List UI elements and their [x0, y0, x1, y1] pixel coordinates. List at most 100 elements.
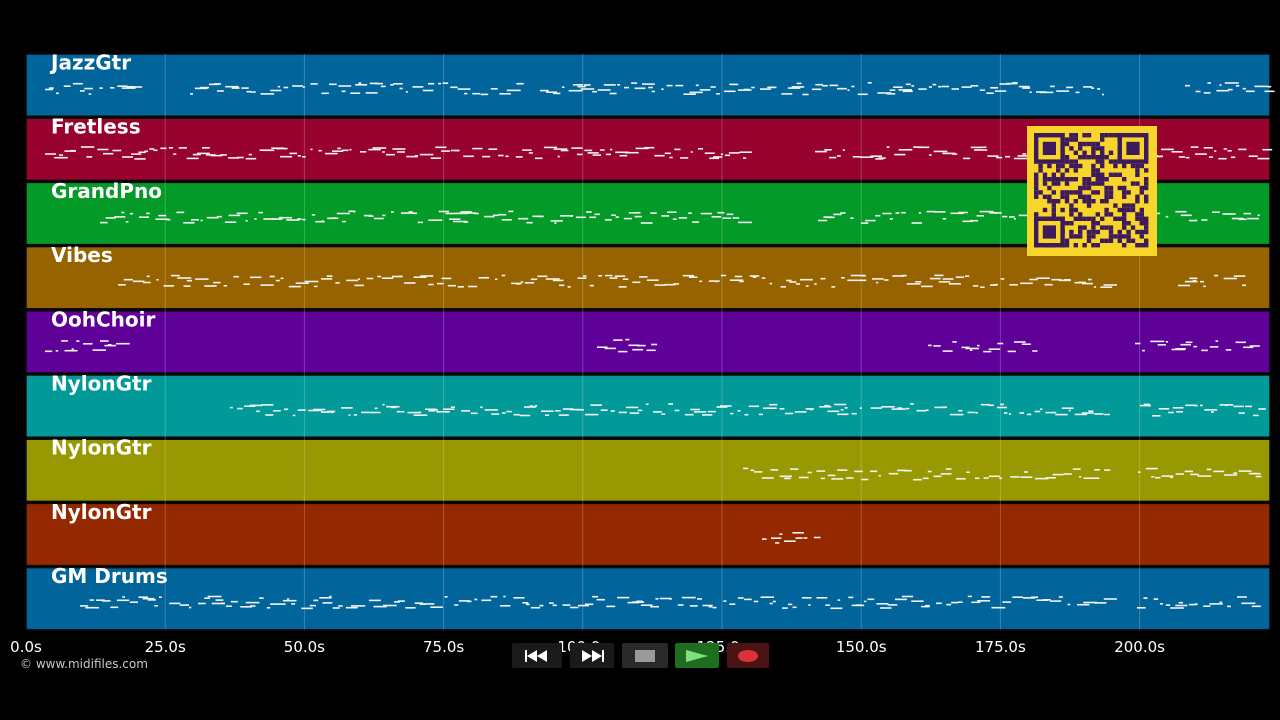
qr-module: [1100, 137, 1105, 142]
midi-note: [480, 93, 489, 96]
midi-note: [482, 155, 491, 158]
qr-module: [1078, 194, 1083, 199]
midi-note: [472, 147, 483, 150]
rewind-button[interactable]: [512, 643, 562, 668]
midi-note: [442, 82, 449, 84]
midi-note: [810, 408, 813, 411]
midi-note: [200, 219, 203, 222]
midi-note: [785, 412, 794, 415]
qr-module: [1139, 229, 1144, 235]
qr-module: [1144, 243, 1149, 248]
midi-note: [979, 89, 985, 91]
midi-note: [898, 89, 912, 91]
midi-note: [636, 600, 643, 603]
midi-note: [893, 86, 903, 88]
qr-finder-core: [1126, 141, 1140, 155]
midi-note: [432, 409, 439, 411]
midi-note: [779, 533, 783, 535]
midi-note: [571, 147, 583, 149]
play-button[interactable]: [675, 643, 719, 668]
qr-module: [1073, 190, 1078, 195]
midi-note: [453, 220, 467, 223]
midi-note: [702, 604, 713, 607]
midi-note: [313, 408, 326, 411]
qr-module: [1073, 163, 1078, 169]
midi-note: [341, 407, 353, 409]
qr-module: [1069, 221, 1074, 226]
stop-button[interactable]: [622, 643, 668, 668]
midi-note: [689, 605, 698, 607]
track-lane: [25, 502, 1271, 567]
midi-note: [801, 597, 812, 599]
midi-note: [713, 156, 723, 158]
midi-note: [646, 279, 659, 281]
qr-module: [1135, 229, 1140, 235]
midi-note: [951, 88, 959, 90]
midi-note: [688, 212, 692, 214]
record-button[interactable]: [727, 643, 769, 668]
midi-note: [637, 344, 646, 347]
midi-note: [970, 349, 973, 351]
midi-note: [689, 276, 698, 278]
midi-note: [360, 605, 366, 607]
qr-module: [1108, 172, 1114, 177]
midi-note: [624, 151, 639, 154]
midi-note: [1093, 602, 1107, 604]
midi-note: [1257, 157, 1270, 160]
midi-note: [100, 340, 109, 342]
midi-note: [681, 596, 696, 599]
midi-note: [355, 84, 368, 86]
midi-note: [732, 217, 740, 219]
midi-note: [220, 154, 227, 156]
midi-note: [1206, 468, 1212, 471]
midi-note: [840, 409, 844, 411]
fast-forward-button[interactable]: [570, 643, 614, 668]
midi-note: [618, 286, 627, 288]
midi-note: [1185, 404, 1196, 407]
midi-note: [824, 149, 832, 151]
midi-note: [365, 92, 378, 94]
midi-note: [949, 413, 964, 416]
qr-module: [1113, 163, 1118, 169]
qr-module: [1144, 225, 1149, 230]
qr-module: [1135, 163, 1140, 169]
midi-note: [292, 285, 301, 288]
midi-note: [831, 478, 844, 480]
midi-note: [1034, 410, 1041, 413]
midi-note: [1245, 90, 1255, 93]
midi-note: [1032, 350, 1038, 352]
midi-note: [121, 87, 136, 89]
midi-note: [260, 284, 274, 286]
qr-module: [1139, 212, 1144, 217]
midi-note: [228, 214, 241, 217]
track-name: NylonGtr: [51, 372, 152, 396]
midi-note: [578, 604, 589, 607]
midi-note: [291, 603, 296, 605]
midi-note: [827, 474, 836, 477]
qr-module: [1078, 155, 1083, 160]
midi-note: [847, 279, 857, 282]
midi-note: [237, 407, 243, 410]
qr-module: [1095, 181, 1100, 186]
midi-note: [1231, 156, 1236, 159]
qr-module: [1060, 172, 1065, 177]
midi-note: [634, 215, 642, 218]
midi-note: [346, 279, 359, 282]
midi-note: [149, 148, 155, 150]
midi-note: [398, 275, 403, 278]
midi-note: [199, 86, 209, 89]
midi-note: [650, 605, 659, 608]
midi-note: [383, 604, 397, 607]
midi-note: [302, 156, 306, 158]
midi-note: [1097, 88, 1101, 90]
midi-note: [1227, 605, 1231, 608]
midi-note: [655, 598, 659, 600]
midi-note: [848, 596, 854, 599]
midi-note: [144, 150, 149, 153]
midi-note: [983, 477, 989, 479]
midi-note: [1218, 157, 1227, 160]
qr-module: [1064, 190, 1070, 195]
midi-note: [905, 83, 911, 86]
midi-note: [259, 597, 264, 599]
midi-note: [322, 602, 333, 604]
